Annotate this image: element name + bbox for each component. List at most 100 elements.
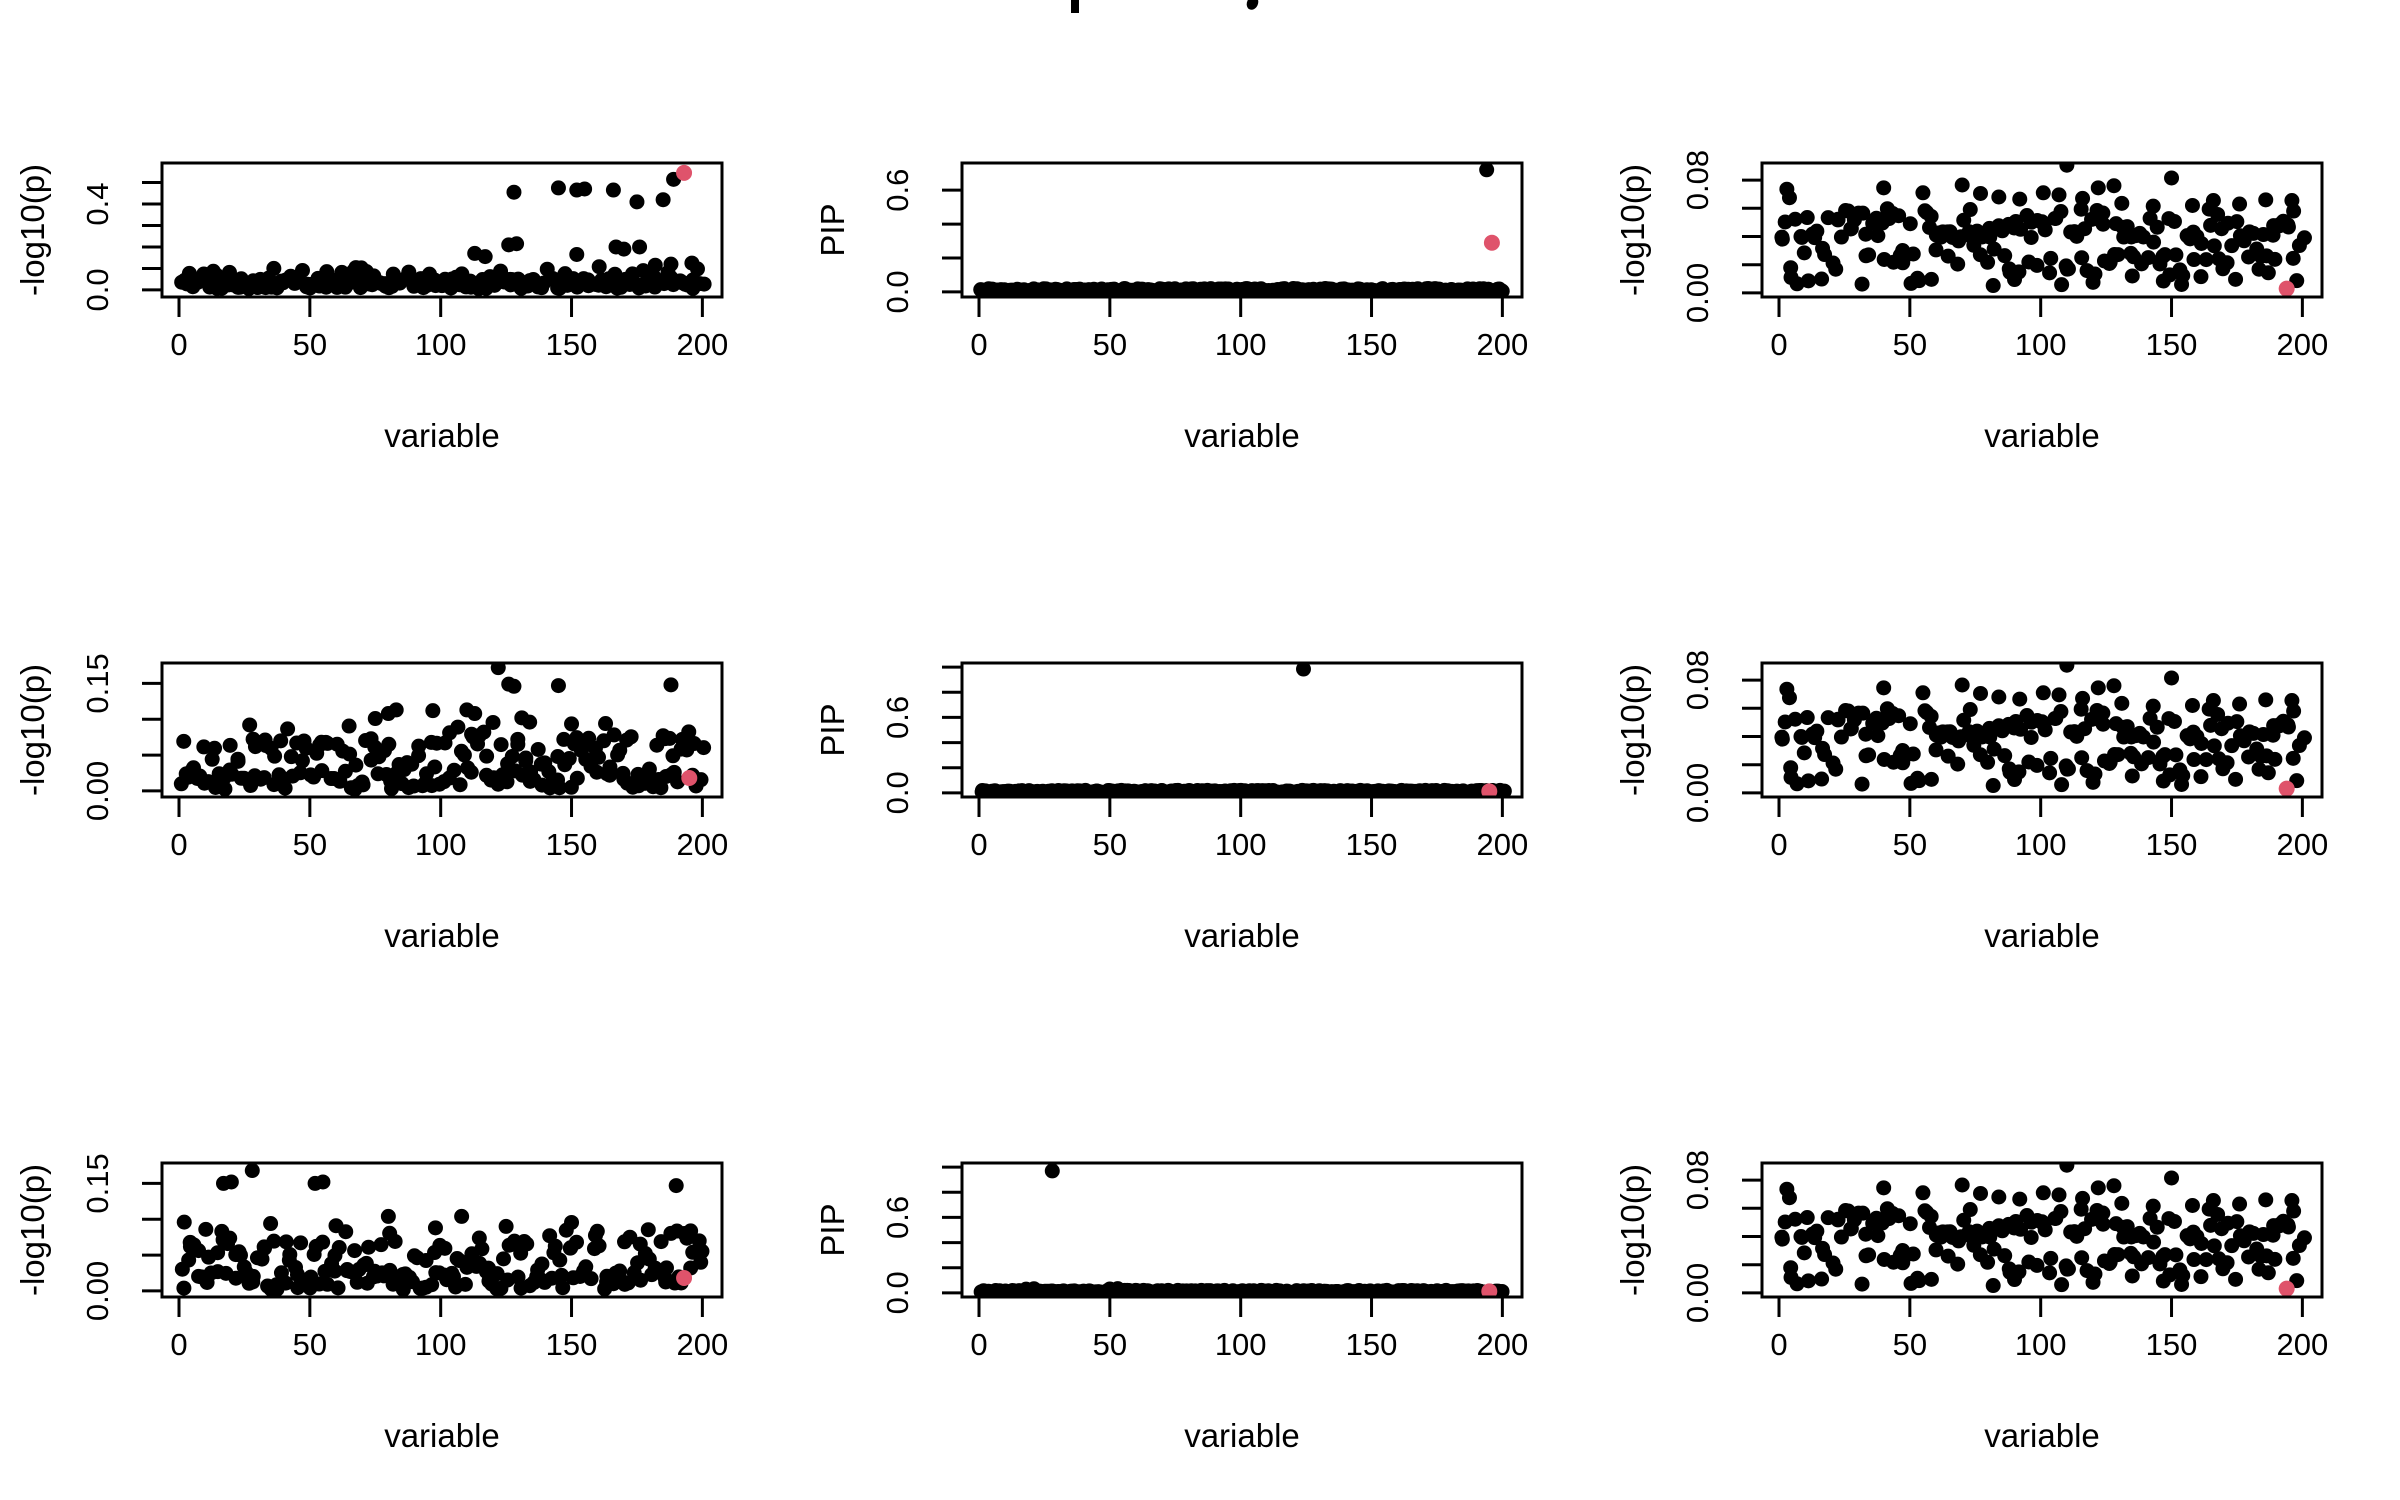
data-point (1789, 776, 1805, 792)
data-point-outlier (498, 1218, 514, 1234)
data-point (1789, 1276, 1805, 1292)
data-point (222, 737, 238, 753)
data-point (1902, 216, 1918, 232)
data-point (561, 751, 577, 767)
data-point-outlier (2232, 696, 2248, 712)
data-point-outlier (2114, 195, 2130, 211)
data-point (504, 748, 520, 764)
data-point-outlier (1954, 177, 1970, 193)
y-tick-label: 0.6 (880, 169, 915, 212)
highlight-point (2278, 280, 2295, 297)
data-point (2023, 229, 2039, 245)
y-tick-label: 0.4 (80, 182, 115, 225)
data-point-outlier (2184, 697, 2200, 713)
data-point (1861, 747, 1877, 763)
data-point (1870, 728, 1886, 744)
data-point-outlier (2007, 272, 2023, 288)
data-point-outlier (2085, 1274, 2101, 1290)
data-point (463, 764, 479, 780)
data-point (2267, 1251, 2283, 1267)
data-point (1828, 261, 1844, 277)
data-point-outlier (2124, 268, 2140, 284)
data-point-outlier (2284, 1193, 2300, 1209)
data-point (2053, 704, 2069, 720)
data-point (1982, 229, 1998, 245)
data-point (519, 1236, 535, 1252)
data-point (1774, 1231, 1790, 1247)
data-point (1796, 245, 1812, 261)
data-point (1905, 746, 1921, 762)
data-point (2280, 219, 2296, 235)
data-point-outlier (632, 239, 648, 255)
data-point-outlier (2106, 678, 2122, 694)
data-point (331, 1240, 347, 1256)
data-point (658, 1260, 674, 1276)
data-point-outlier (367, 711, 383, 727)
data-point-outlier (598, 716, 614, 732)
data-point (1854, 276, 1870, 292)
x-tick-label: 50 (1893, 827, 1927, 862)
data-point (2168, 247, 2184, 263)
y-tick-label: 0.08 (1680, 150, 1715, 210)
data-point (1828, 1261, 1844, 1277)
data-point (635, 263, 651, 279)
x-tick-label: 50 (1093, 327, 1127, 362)
data-point (2175, 1268, 2191, 1284)
data-point-outlier (509, 236, 525, 252)
data-point-outlier (506, 184, 522, 200)
data-point-outlier (663, 256, 679, 272)
x-axis-label: variable (384, 417, 500, 454)
x-axis-label: variable (1984, 917, 2100, 954)
data-point (2060, 1261, 2076, 1277)
data-point-outlier (1954, 677, 1970, 693)
data-point-outlier (2258, 692, 2274, 708)
data-point (232, 1247, 248, 1263)
plot-p13: 0 50 100 150 200 0.00 0.08 variable -log10(p) (1614, 150, 2328, 454)
data-point (2157, 247, 2173, 263)
data-point-outlier (605, 182, 621, 198)
data-point (2228, 1271, 2244, 1287)
data-point (2267, 751, 2283, 767)
data-point-outlier (244, 1163, 260, 1179)
data-point (2095, 1205, 2111, 1221)
highlight-point (681, 770, 698, 787)
x-tick-label: 200 (1477, 1327, 1529, 1362)
data-point (2110, 747, 2126, 763)
data-point (641, 761, 657, 777)
data-point (2186, 752, 2202, 768)
data-point-outlier (564, 716, 580, 732)
y-tick-label: 0.00 (1680, 763, 1715, 823)
x-tick-label: 200 (1477, 827, 1529, 862)
data-point-outlier (2035, 185, 2051, 201)
data-point (330, 1280, 346, 1296)
data-point (1858, 726, 1874, 742)
x-tick-label: 150 (2146, 327, 2198, 362)
x-tick-label: 150 (1346, 1327, 1398, 1362)
data-point-outlier (663, 677, 679, 693)
data-point (446, 762, 462, 778)
data-point (2175, 768, 2191, 784)
data-point (361, 1239, 377, 1255)
data-point-outlier (2075, 190, 2091, 206)
data-point (2229, 1214, 2245, 1230)
data-point (2095, 716, 2111, 732)
plot-box (960, 661, 1524, 799)
x-tick-label: 200 (677, 827, 729, 862)
x-tick-label: 150 (2146, 827, 2198, 862)
data-point-outlier (2007, 1272, 2023, 1288)
y-tick-label: 0.00 (1680, 1263, 1715, 1323)
data-point (2054, 277, 2070, 293)
data-point-outlier (454, 1208, 470, 1224)
scatter-panel-p11: 0 50 100 150 200 0.0 0.4 variable -log10(p) (0, 0, 800, 500)
data-point (589, 1223, 605, 1239)
data-point (348, 757, 364, 773)
data-point-outlier (490, 663, 506, 676)
data-point-outlier (2007, 772, 2023, 788)
data-point (1783, 260, 1799, 276)
data-point (1809, 723, 1825, 739)
x-axis-label: variable (384, 917, 500, 954)
data-point (2043, 750, 2059, 766)
y-axis-label: PIP (814, 703, 851, 756)
x-tick-label: 200 (677, 1327, 729, 1362)
data-point-outlier (2205, 193, 2221, 209)
